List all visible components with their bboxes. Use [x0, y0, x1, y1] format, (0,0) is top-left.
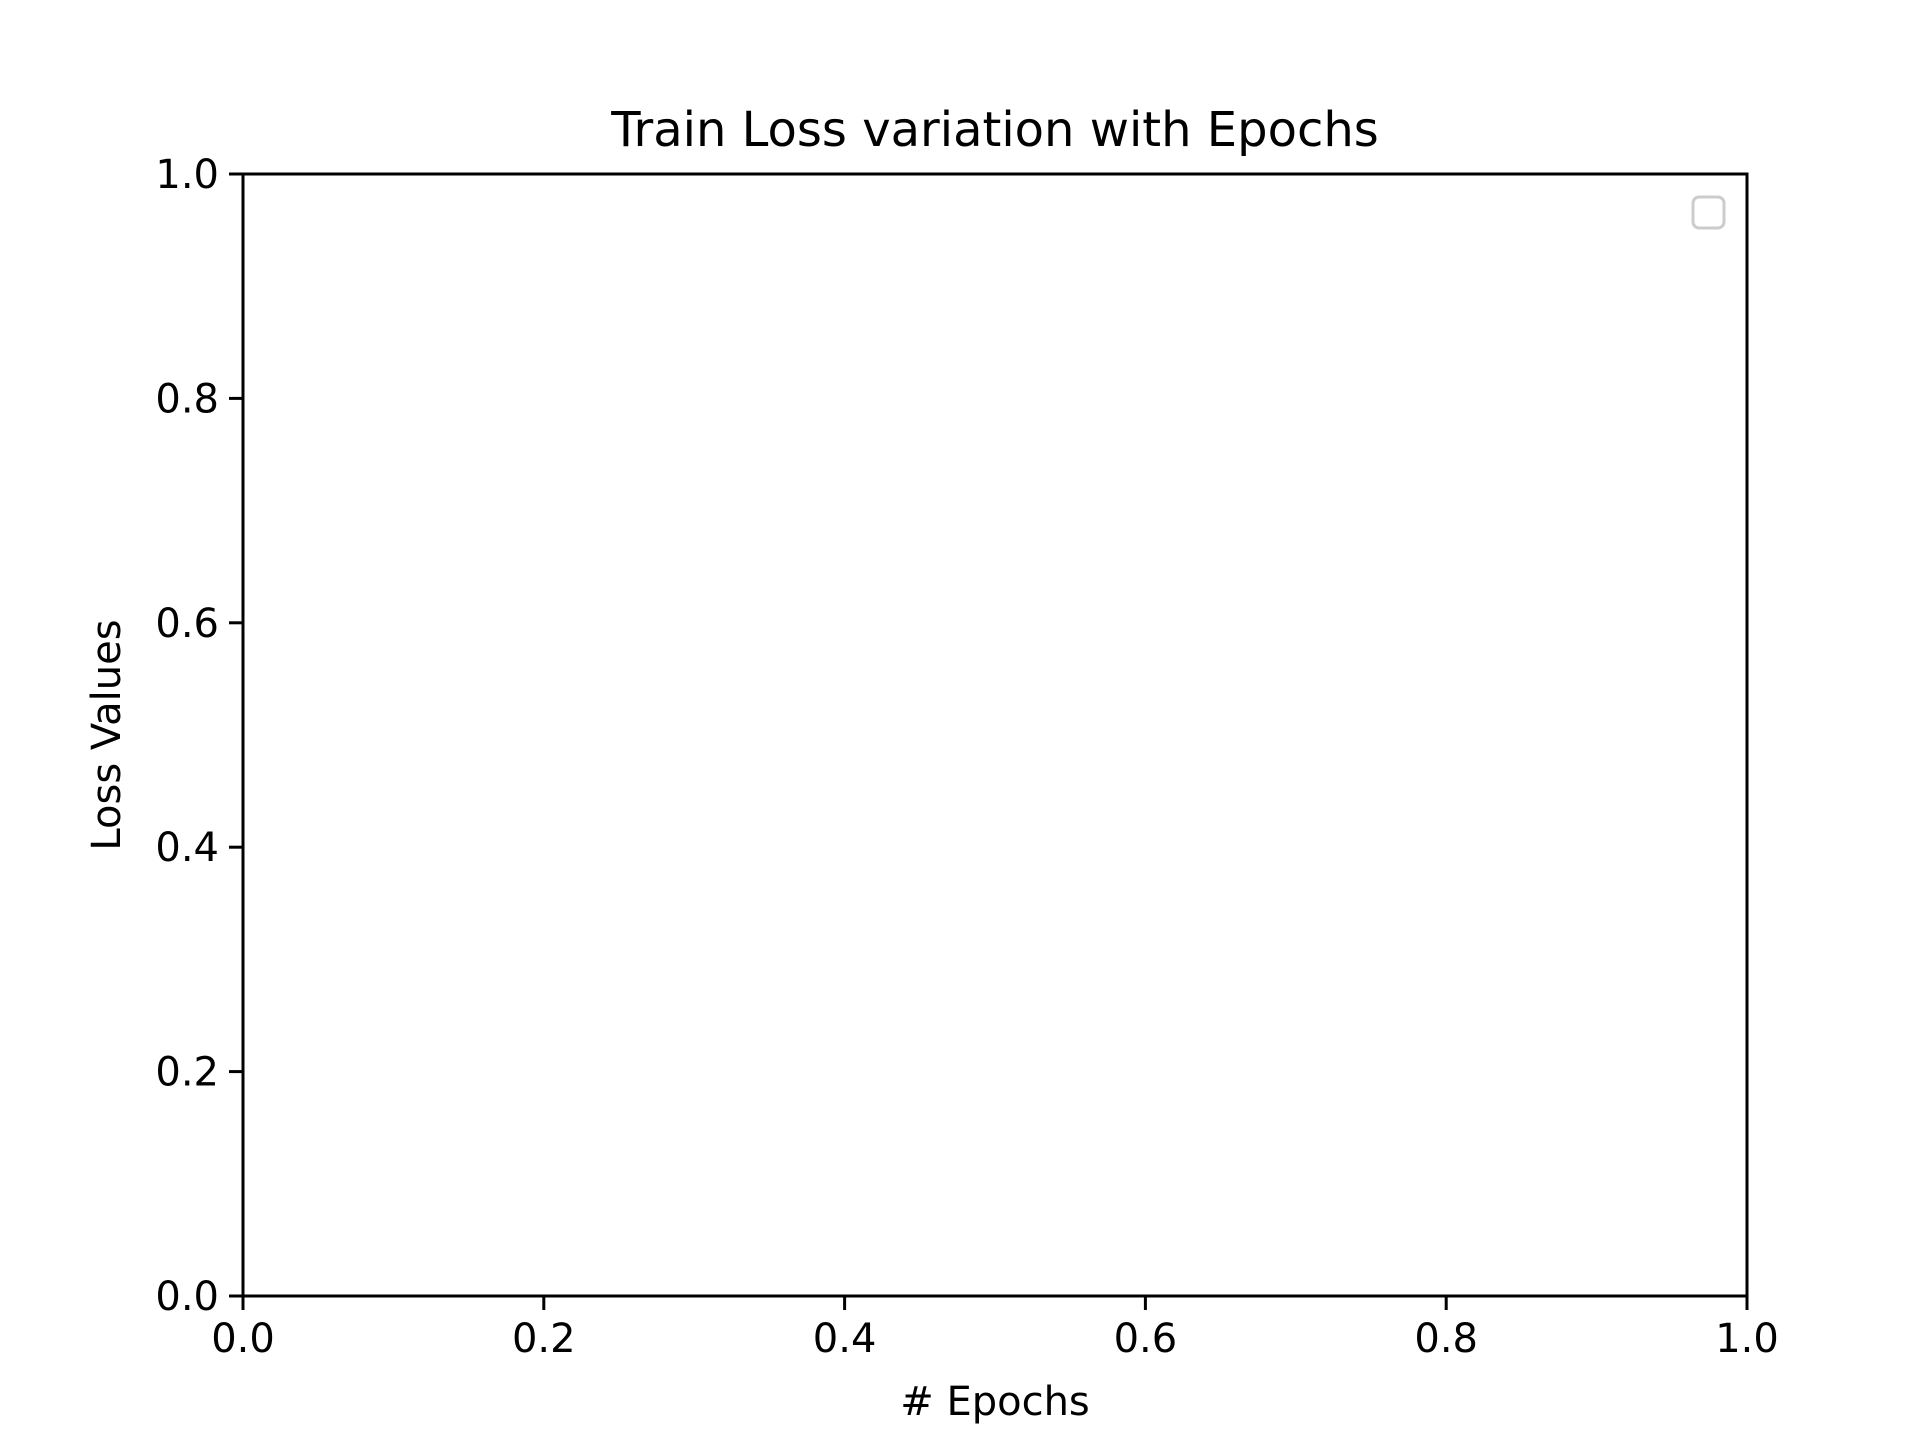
x-tick-label: 0.0 — [211, 1316, 275, 1362]
x-tick-label: 0.4 — [813, 1316, 877, 1362]
y-tick-label: 0.2 — [155, 1050, 219, 1096]
x-axis: 0.0 0.2 0.4 0.6 0.8 1.0 — [211, 1296, 1779, 1362]
y-axis: 0.0 0.2 0.4 0.6 0.8 1.0 — [155, 152, 243, 1320]
plot-area — [241, 172, 1749, 1298]
x-tick-label: 0.2 — [512, 1316, 576, 1362]
y-tick-label: 0.8 — [155, 376, 219, 422]
x-tick-label: 0.8 — [1414, 1316, 1478, 1362]
x-axis-label: # Epochs — [900, 1379, 1090, 1425]
legend — [1691, 195, 1726, 230]
y-tick-label: 0.6 — [155, 601, 219, 647]
chart-title: Train Loss variation with Epochs — [610, 102, 1379, 158]
y-tick-label: 1.0 — [155, 152, 219, 198]
axes-frame — [241, 172, 1749, 1298]
legend-box — [1691, 195, 1726, 230]
y-axis-label: Loss Values — [84, 619, 130, 850]
y-tick-label: 0.0 — [155, 1274, 219, 1320]
x-tick-label: 1.0 — [1715, 1316, 1779, 1362]
y-tick-label: 0.4 — [155, 825, 219, 871]
x-tick-label: 0.6 — [1114, 1316, 1178, 1362]
